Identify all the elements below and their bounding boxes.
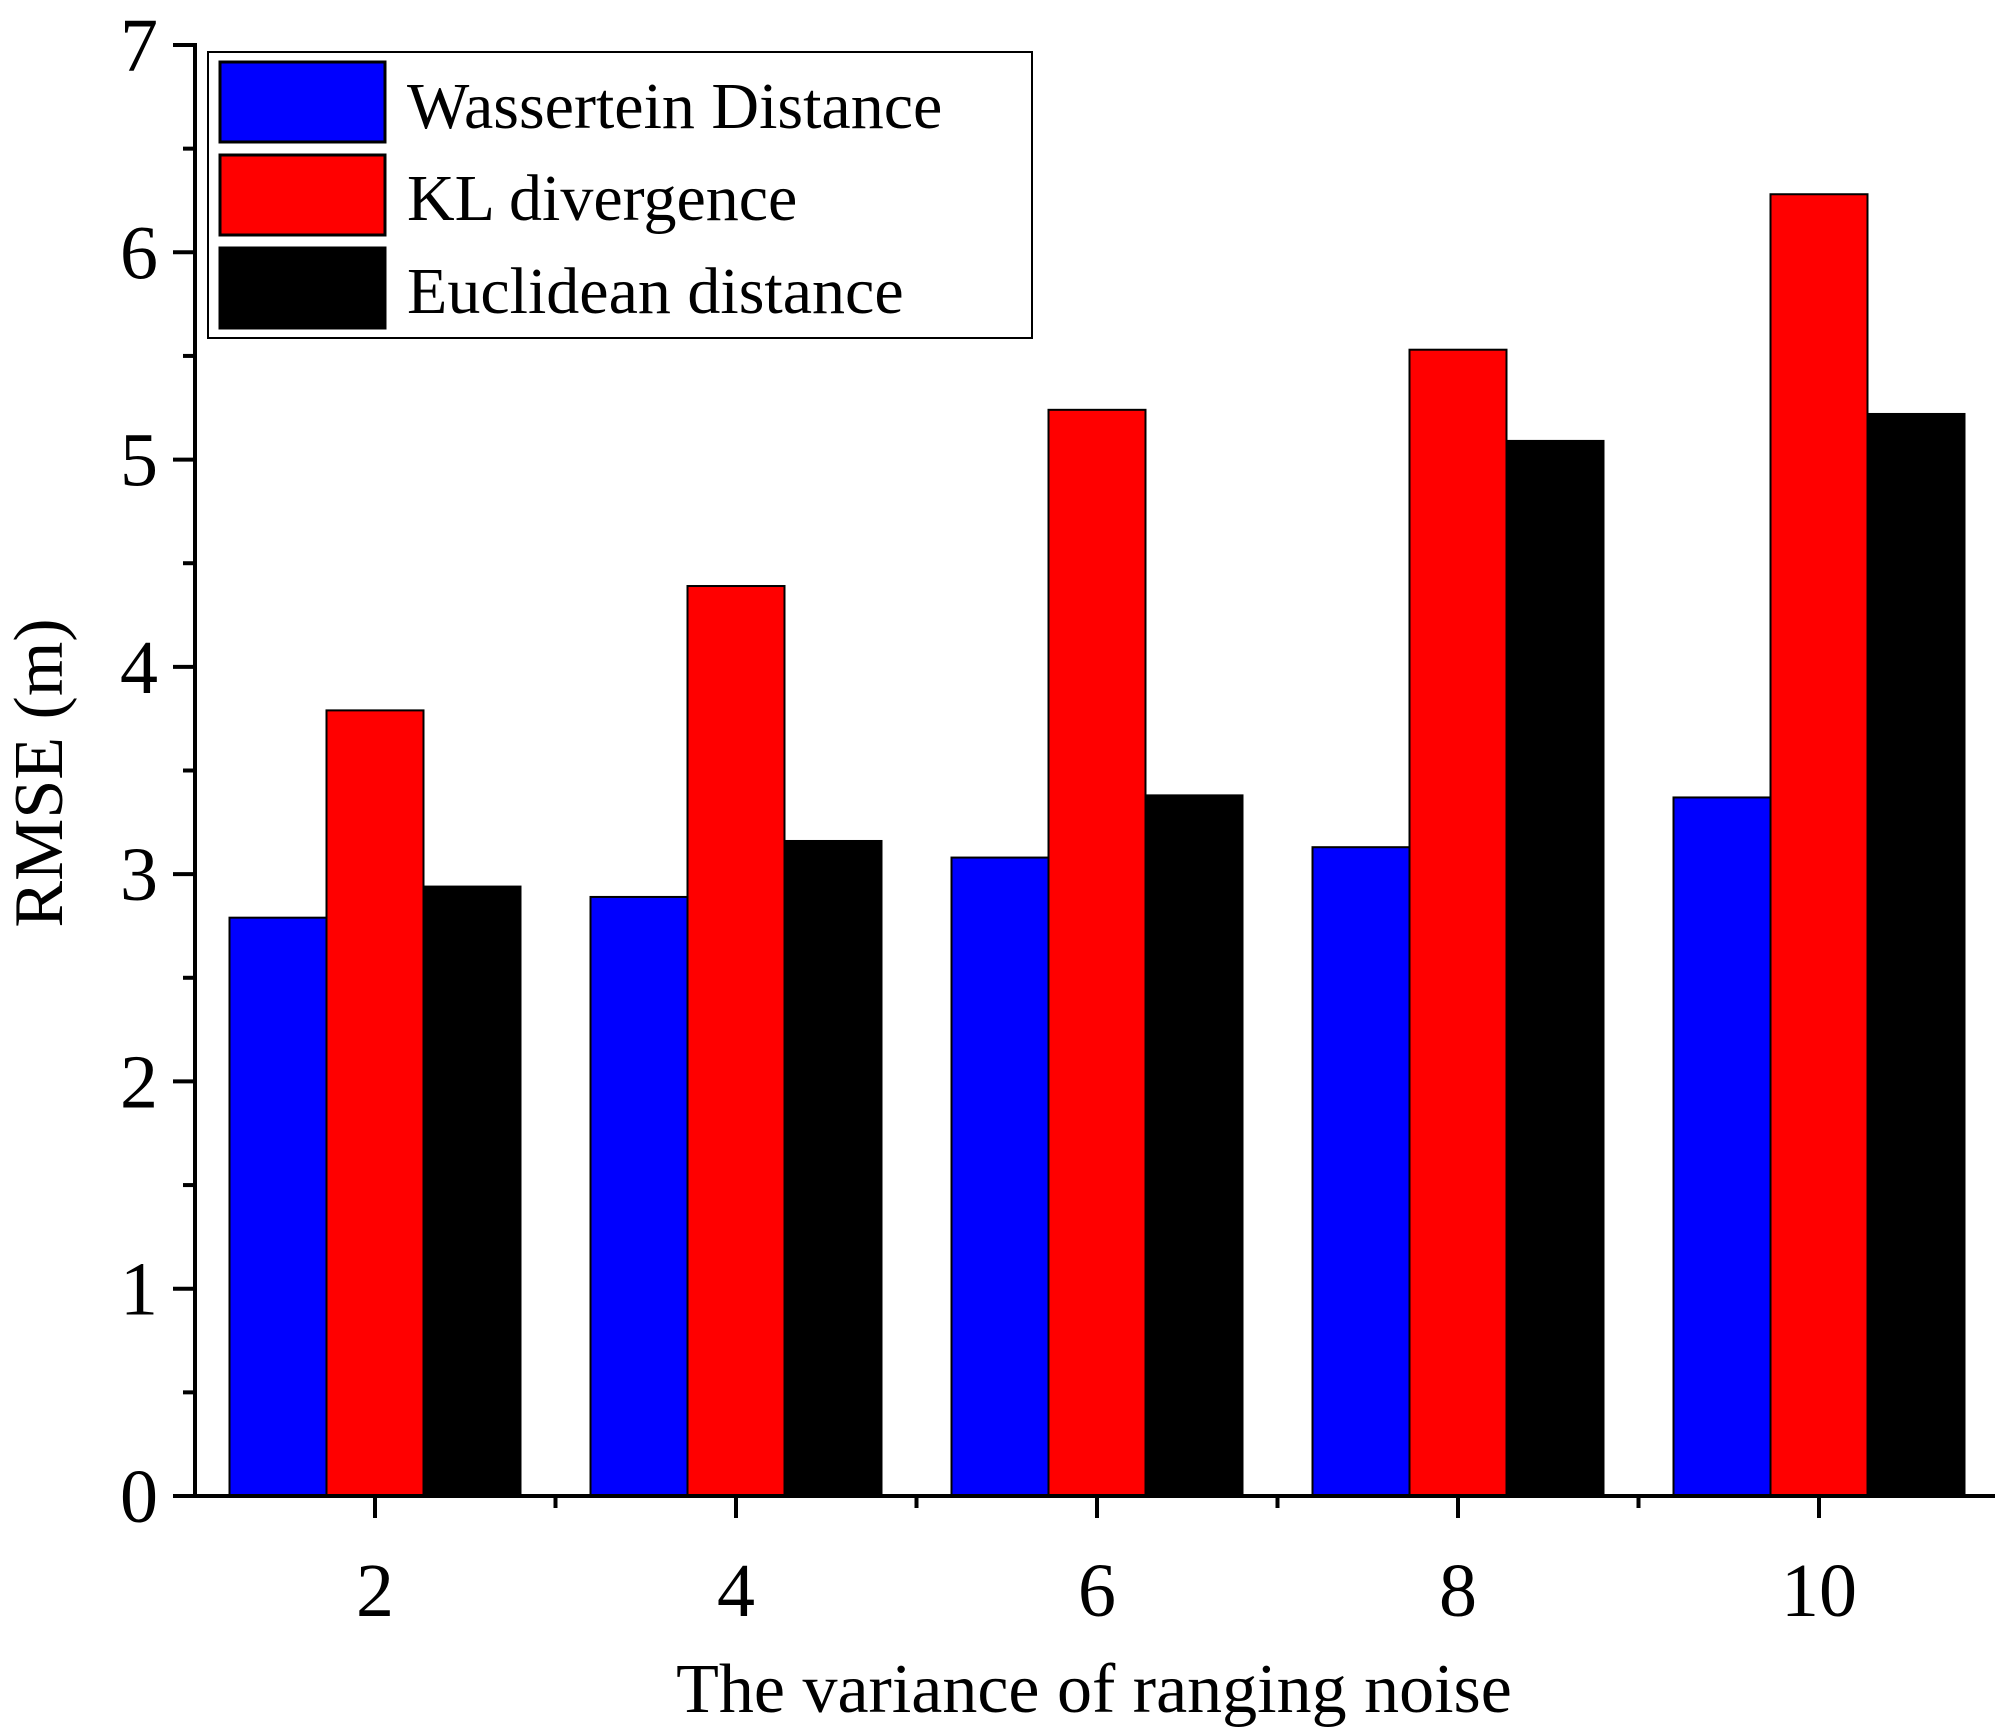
- bar-kl-divergence-2: [325, 709, 425, 1497]
- bar-kl-divergence-10: [1769, 193, 1869, 1497]
- bar-wassertein-distance-2: [228, 916, 328, 1497]
- bar-euclidean-distance-10: [1866, 412, 1966, 1497]
- x-tick-label: 4: [717, 1549, 755, 1633]
- y-tick-label: 5: [120, 419, 158, 503]
- y-tick-label: 6: [120, 211, 158, 295]
- bars-group: [228, 193, 1966, 1498]
- legend-swatch-euclidean: [218, 246, 387, 330]
- legend-swatch-kl: [218, 153, 387, 237]
- bar-wassertein-distance-6: [950, 856, 1050, 1497]
- y-tick-label: 3: [120, 833, 158, 917]
- bar-wassertein-distance-10: [1672, 796, 1772, 1497]
- ticks-group: 0 1 2 3 4 5 6 7 2 4 6 8 10: [120, 4, 1857, 1633]
- bar-euclidean-distance-4: [783, 839, 883, 1497]
- bar-wassertein-distance-4: [589, 895, 689, 1497]
- bar-euclidean-distance-8: [1505, 439, 1605, 1497]
- bar-kl-divergence-8: [1408, 348, 1508, 1498]
- y-tick-label: 4: [120, 626, 158, 710]
- y-tick-label: 0: [120, 1455, 158, 1539]
- y-tick-label: 7: [120, 4, 158, 88]
- legend-swatch-wasserstein: [218, 60, 387, 144]
- y-tick-label: 1: [120, 1248, 158, 1332]
- bar-kl-divergence-6: [1047, 408, 1147, 1497]
- bar-euclidean-distance-6: [1144, 794, 1244, 1497]
- y-axis-title: RMSE (m): [1, 618, 78, 927]
- x-tick-label: 6: [1078, 1549, 1116, 1633]
- legend-label-kl: KL divergence: [407, 162, 797, 235]
- legend-label-euclidean: Euclidean distance: [407, 255, 904, 328]
- x-tick-label: 10: [1781, 1549, 1857, 1633]
- x-tick-label: 8: [1439, 1549, 1477, 1633]
- bar-kl-divergence-4: [686, 585, 786, 1497]
- bar-wassertein-distance-8: [1311, 846, 1411, 1497]
- x-tick-label: 2: [356, 1549, 394, 1633]
- legend-label-wasserstein: Wassertein Distance: [407, 70, 942, 143]
- bar-euclidean-distance-2: [422, 885, 522, 1497]
- y-tick-label: 2: [120, 1040, 158, 1124]
- legend: Wassertein Distance KL divergence Euclid…: [207, 51, 1033, 339]
- x-axis-title: The variance of ranging noise: [676, 1651, 1512, 1728]
